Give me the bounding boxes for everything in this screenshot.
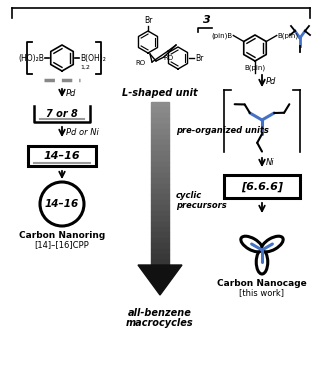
Text: B(pin): B(pin) [244,64,265,71]
Polygon shape [151,113,169,118]
Text: all-benzene: all-benzene [128,308,192,318]
Text: (HO)₂B: (HO)₂B [18,54,44,62]
Polygon shape [151,102,169,108]
Text: 3: 3 [203,15,211,25]
Text: RO: RO [136,60,146,66]
Polygon shape [151,200,169,205]
Text: RO: RO [163,55,173,61]
Polygon shape [138,31,158,53]
Text: Pd: Pd [66,88,76,98]
Text: precursors: precursors [176,200,227,210]
Text: 7 or 8: 7 or 8 [46,109,78,119]
Text: [14]–[16]CPP: [14]–[16]CPP [35,240,89,249]
Polygon shape [151,156,169,162]
Polygon shape [151,238,169,243]
Polygon shape [151,162,169,167]
Ellipse shape [241,236,262,252]
Text: 14–16: 14–16 [44,151,80,161]
Polygon shape [151,221,169,227]
Polygon shape [151,260,169,265]
Polygon shape [151,183,169,189]
Ellipse shape [256,250,268,274]
Polygon shape [151,227,169,232]
Text: cyclic: cyclic [176,190,202,200]
Polygon shape [151,173,169,178]
Text: Pd: Pd [266,77,276,85]
Text: Br: Br [144,16,152,25]
Text: Pd or Ni: Pd or Ni [66,128,99,136]
Text: Carbon Nanoring: Carbon Nanoring [19,231,105,240]
Text: pre-organized units: pre-organized units [176,126,269,134]
Polygon shape [151,124,169,129]
Text: B(OH)₂: B(OH)₂ [80,54,106,62]
Polygon shape [151,216,169,221]
Text: Br: Br [195,54,204,62]
Text: [6.6.6]: [6.6.6] [241,182,283,192]
Polygon shape [151,189,169,194]
Polygon shape [151,167,169,173]
Polygon shape [151,146,169,151]
Text: Ni: Ni [266,157,275,167]
Polygon shape [151,249,169,254]
Polygon shape [151,243,169,249]
Text: Carbon Nanocage: Carbon Nanocage [217,279,307,288]
Polygon shape [151,134,169,140]
Text: 14–16: 14–16 [45,199,79,209]
Polygon shape [151,140,169,146]
FancyBboxPatch shape [224,175,300,198]
Polygon shape [151,232,169,238]
Polygon shape [244,35,266,61]
Polygon shape [151,254,169,260]
Text: macrocycles: macrocycles [126,318,194,328]
Polygon shape [51,45,73,71]
Polygon shape [151,151,169,156]
Polygon shape [244,35,266,61]
Text: [this work]: [this work] [239,288,284,297]
FancyBboxPatch shape [28,146,96,166]
Text: B(pin): B(pin) [278,32,299,39]
Polygon shape [151,118,169,124]
Circle shape [40,182,84,226]
Polygon shape [151,194,169,200]
Polygon shape [151,108,169,113]
Text: L-shaped unit: L-shaped unit [122,88,198,98]
Polygon shape [151,205,169,211]
Polygon shape [151,178,169,183]
Polygon shape [138,265,182,295]
Text: (pin)B: (pin)B [211,32,232,39]
Polygon shape [151,211,169,216]
Polygon shape [151,129,169,134]
Ellipse shape [262,236,283,252]
Text: 1,2: 1,2 [80,65,90,70]
Polygon shape [169,47,187,69]
